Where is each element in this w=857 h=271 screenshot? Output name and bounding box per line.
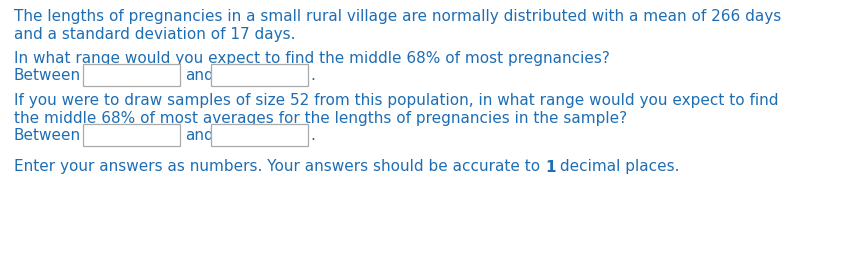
- Text: and: and: [185, 67, 213, 82]
- Text: Between: Between: [14, 127, 81, 143]
- FancyBboxPatch shape: [211, 124, 308, 146]
- Text: .: .: [310, 127, 315, 143]
- Text: The lengths of pregnancies in a small rural village are normally distributed wit: The lengths of pregnancies in a small ru…: [14, 8, 782, 24]
- Text: Enter your answers as numbers. Your answers should be accurate to: Enter your answers as numbers. Your answ…: [14, 160, 545, 175]
- Text: the middle 68% of most averages for the lengths of pregnancies in the sample?: the middle 68% of most averages for the …: [14, 111, 627, 125]
- FancyBboxPatch shape: [211, 64, 308, 86]
- Text: .: .: [310, 67, 315, 82]
- Text: and a standard deviation of 17 days.: and a standard deviation of 17 days.: [14, 27, 296, 41]
- FancyBboxPatch shape: [83, 124, 180, 146]
- FancyBboxPatch shape: [83, 64, 180, 86]
- Text: In what range would you expect to find the middle 68% of most pregnancies?: In what range would you expect to find t…: [14, 50, 610, 66]
- Text: Between: Between: [14, 67, 81, 82]
- Text: decimal places.: decimal places.: [555, 160, 680, 175]
- Text: and: and: [185, 127, 213, 143]
- Text: If you were to draw samples of size 52 from this population, in what range would: If you were to draw samples of size 52 f…: [14, 93, 778, 108]
- Text: 1: 1: [545, 160, 555, 175]
